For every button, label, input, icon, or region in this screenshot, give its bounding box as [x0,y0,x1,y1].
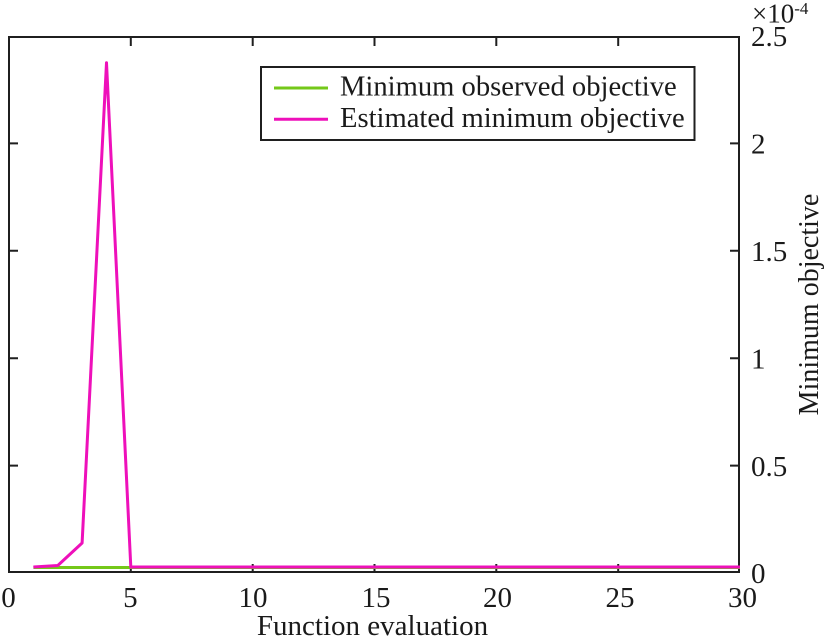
svg-text:2.5: 2.5 [751,21,787,53]
svg-text:1: 1 [751,343,766,375]
svg-text:2: 2 [751,129,766,161]
svg-text:×10-4: ×10-4 [752,0,809,29]
svg-text:5: 5 [123,582,138,614]
svg-text:Minimum objective: Minimum objective [794,194,825,416]
svg-text:0: 0 [751,558,766,590]
svg-text:0: 0 [1,582,16,614]
svg-text:1.5: 1.5 [751,236,787,268]
svg-text:10: 10 [239,582,268,614]
svg-text:20: 20 [483,582,512,614]
svg-text:Minimum observed objective: Minimum observed objective [340,72,677,103]
svg-text:15: 15 [362,582,391,614]
svg-text:Estimated minimum objective: Estimated minimum objective [340,103,685,134]
svg-text:Function evaluation: Function evaluation [257,610,489,639]
svg-text:0.5: 0.5 [751,451,787,483]
svg-text:25: 25 [606,582,635,614]
svg-text:30: 30 [728,582,757,614]
